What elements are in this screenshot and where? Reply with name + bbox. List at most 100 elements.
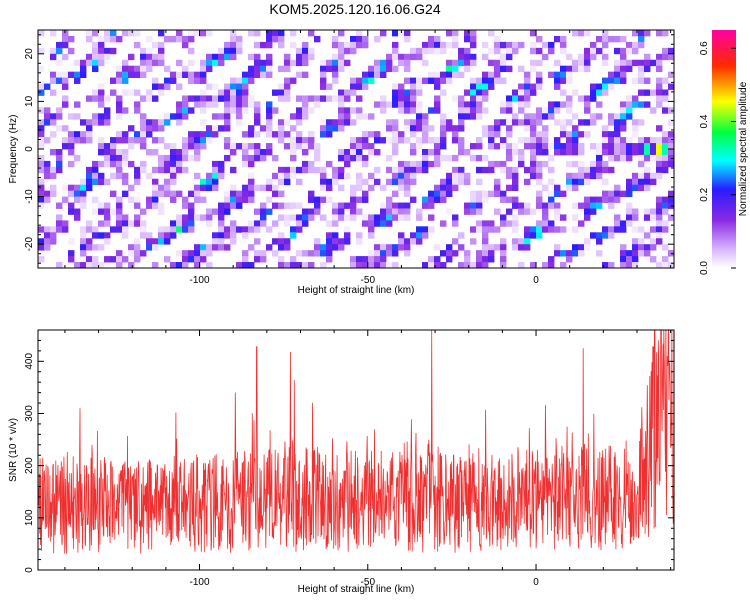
heatmap-cell (56, 214, 63, 221)
heatmap-cell (494, 65, 501, 73)
heatmap-cell (560, 101, 567, 108)
heatmap-cell (44, 137, 51, 144)
heatmap-cell (128, 220, 135, 227)
heatmap-cell (572, 65, 579, 73)
heatmap-cell (536, 160, 543, 168)
heatmap-cell (80, 178, 87, 186)
heatmap-cell (632, 256, 639, 263)
heatmap-cell (644, 184, 651, 192)
heatmap-cell (314, 101, 321, 108)
heatmap-cell (482, 95, 489, 102)
heatmap-cell (500, 256, 507, 263)
heatmap-cell (482, 71, 489, 78)
heatmap-cell (188, 107, 195, 114)
heatmap-cell (110, 137, 117, 144)
heatmap-cell (338, 172, 345, 180)
heatmap-cell (146, 125, 153, 132)
heatmap-cell (596, 149, 603, 156)
heatmap-cell (380, 137, 387, 144)
heatmap-cell (542, 160, 549, 168)
heatmap-cell (296, 71, 303, 78)
heatmap-cell (626, 154, 633, 162)
heatmap-cell (614, 137, 621, 144)
heatmap-cell (494, 47, 501, 55)
heatmap-cell (350, 41, 357, 49)
heatmap-cell (458, 137, 465, 144)
heatmap-cell (116, 220, 123, 227)
heatmap-cell (224, 196, 231, 203)
heatmap-cell (194, 101, 201, 108)
heatmap-cell (110, 190, 117, 197)
heatmap-cell (170, 262, 177, 268)
heatmap-cell (464, 256, 471, 263)
heatmap-cell (368, 226, 375, 233)
heatmap-cell (518, 65, 525, 73)
heatmap-cell (374, 101, 381, 108)
heatmap-cell (230, 149, 237, 156)
heatmap-cell (308, 107, 315, 114)
heatmap-cell (452, 238, 459, 245)
heatmap-cell (194, 256, 201, 263)
heatmap-cell (62, 143, 69, 150)
heatmap-cell (590, 95, 597, 102)
heatmap-cell (80, 262, 87, 268)
heatmap-cell (152, 184, 159, 192)
heatmap-cell (272, 190, 279, 197)
heatmap-cell (662, 160, 669, 168)
heatmap-cell (242, 262, 249, 268)
heatmap-cell (422, 202, 429, 209)
heatmap-cell (242, 143, 249, 150)
heatmap-cell (242, 196, 249, 203)
heatmap-cell (446, 244, 453, 251)
heatmap-cell (404, 95, 411, 102)
heatmap-cell (260, 149, 267, 156)
heatmap-cell (284, 166, 291, 174)
heatmap-cell (512, 149, 519, 156)
heatmap-cell (656, 262, 663, 268)
heatmap-cell (476, 262, 483, 268)
heatmap-cell (62, 226, 69, 233)
heatmap-cell (338, 30, 345, 37)
heatmap-cell (266, 59, 273, 67)
heatmap-cell (578, 160, 585, 168)
y-tick-label: -20 (24, 237, 35, 252)
heatmap-cell (218, 47, 225, 55)
heatmap-cell (38, 256, 45, 263)
heatmap-cell (566, 131, 573, 138)
heatmap-cell (566, 143, 573, 150)
heatmap-cell (494, 71, 501, 78)
heatmap-cell (266, 149, 273, 156)
heatmap-cell (230, 77, 237, 84)
heatmap-cell (218, 53, 225, 61)
heatmap-cell (452, 41, 459, 49)
heatmap-cell (620, 77, 627, 84)
heatmap-cell (368, 65, 375, 73)
heatmap-cell (38, 30, 45, 37)
heatmap-cell (590, 232, 597, 239)
heatmap-cell (428, 256, 435, 263)
heatmap-cell (554, 137, 561, 144)
heatmap-cell (392, 244, 399, 251)
heatmap-cell (266, 196, 273, 203)
heatmap-cell (206, 53, 213, 61)
heatmap-cell (524, 244, 531, 251)
heatmap-cell (632, 77, 639, 84)
heatmap-cell (560, 125, 567, 132)
heatmap-cell (206, 83, 213, 90)
heatmap-cell (494, 125, 501, 132)
heatmap-cell (266, 208, 273, 215)
heatmap-cell (92, 160, 99, 168)
heatmap-cell (470, 41, 477, 49)
heatmap-cell (542, 214, 549, 221)
heatmap-cell (434, 184, 441, 192)
heatmap-cell (50, 89, 57, 96)
heatmap-cell (482, 220, 489, 227)
heatmap-cell (206, 214, 213, 221)
heatmap-cell (662, 208, 669, 215)
heatmap-cell (662, 244, 669, 251)
heatmap-cell (242, 256, 249, 263)
heatmap-cell (320, 166, 327, 174)
heatmap-cell (218, 232, 225, 239)
heatmap-cell (578, 131, 585, 138)
x-tick-label: -100 (190, 577, 210, 588)
